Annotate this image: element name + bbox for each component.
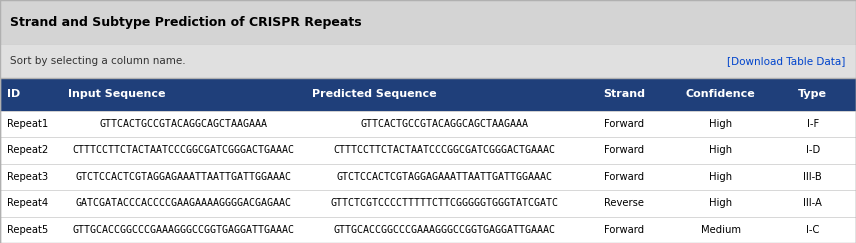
Bar: [0, 78, 856, 111]
Text: Strand: Strand: [603, 89, 645, 99]
Bar: [0, 137, 856, 164]
Text: GTCTCCACTCGTAGGAGAAATTAATTGATTGGAAAC: GTCTCCACTCGTAGGAGAAATTAATTGATTGGAAAC: [336, 172, 553, 182]
Text: I-F: I-F: [806, 119, 819, 129]
Text: Predicted Sequence: Predicted Sequence: [312, 89, 437, 99]
Bar: [0, 111, 856, 137]
Text: CTTTCCTTCTACTAATCCCGGCGATCGGGACTGAAAC: CTTTCCTTCTACTAATCCCGGCGATCGGGACTGAAAC: [334, 145, 556, 155]
Text: Input Sequence: Input Sequence: [68, 89, 166, 99]
Text: CTTTCCTTCTACTAATCCCGGCGATCGGGACTGAAAC: CTTTCCTTCTACTAATCCCGGCGATCGGGACTGAAAC: [73, 145, 294, 155]
Text: GTTCACTGCCGTACAGGCAGCTAAGAAA: GTTCACTGCCGTACAGGCAGCTAAGAAA: [99, 119, 268, 129]
Text: I-D: I-D: [805, 145, 820, 155]
Text: Forward: Forward: [604, 145, 645, 155]
Text: Type: Type: [799, 89, 827, 99]
Bar: [0, 217, 856, 243]
Text: GATCGATACCCACCCCGAAGAAAAGGGGACGAGAAC: GATCGATACCCACCCCGAAGAAAAGGGGACGAGAAC: [75, 198, 292, 208]
Text: Sort by selecting a column name.: Sort by selecting a column name.: [10, 56, 186, 66]
Text: High: High: [709, 119, 733, 129]
Text: Repeat3: Repeat3: [7, 172, 48, 182]
Text: III-B: III-B: [804, 172, 822, 182]
Text: [Download Table Data]: [Download Table Data]: [728, 56, 846, 66]
Text: GTTCTCGTCCCCTTTTTCTTCGGGGGTGGGTATCGATC: GTTCTCGTCCCCTTTTTCTTCGGGGGTGGGTATCGATC: [330, 198, 559, 208]
Text: GTTGCACCGGCCCGAAAGGGCCGGTGAGGATTGAAAC: GTTGCACCGGCCCGAAAGGGCCGGTGAGGATTGAAAC: [334, 225, 556, 235]
Text: High: High: [709, 145, 733, 155]
Text: Repeat5: Repeat5: [7, 225, 48, 235]
Text: Medium: Medium: [701, 225, 740, 235]
Text: GTCTCCACTCGTAGGAGAAATTAATTGATTGGAAAC: GTCTCCACTCGTAGGAGAAATTAATTGATTGGAAAC: [75, 172, 292, 182]
Text: Forward: Forward: [604, 172, 645, 182]
Text: ID: ID: [7, 89, 20, 99]
Bar: [0, 190, 856, 217]
Text: High: High: [709, 172, 733, 182]
Text: I-C: I-C: [806, 225, 819, 235]
Text: Repeat4: Repeat4: [7, 198, 48, 208]
Text: High: High: [709, 198, 733, 208]
Text: III-A: III-A: [803, 198, 823, 208]
Text: Repeat2: Repeat2: [7, 145, 48, 155]
Text: Strand and Subtype Prediction of CRISPR Repeats: Strand and Subtype Prediction of CRISPR …: [10, 16, 362, 29]
Bar: [0, 0, 856, 45]
Text: Repeat1: Repeat1: [7, 119, 48, 129]
Bar: [0, 45, 856, 78]
Bar: [0, 164, 856, 190]
Bar: [0, 78, 856, 243]
Text: Forward: Forward: [604, 119, 645, 129]
Text: GTTCACTGCCGTACAGGCAGCTAAGAAA: GTTCACTGCCGTACAGGCAGCTAAGAAA: [360, 119, 529, 129]
Text: Reverse: Reverse: [604, 198, 645, 208]
Text: Forward: Forward: [604, 225, 645, 235]
Text: Confidence: Confidence: [686, 89, 756, 99]
Text: GTTGCACCGGCCCGAAAGGGCCGGTGAGGATTGAAAC: GTTGCACCGGCCCGAAAGGGCCGGTGAGGATTGAAAC: [73, 225, 294, 235]
